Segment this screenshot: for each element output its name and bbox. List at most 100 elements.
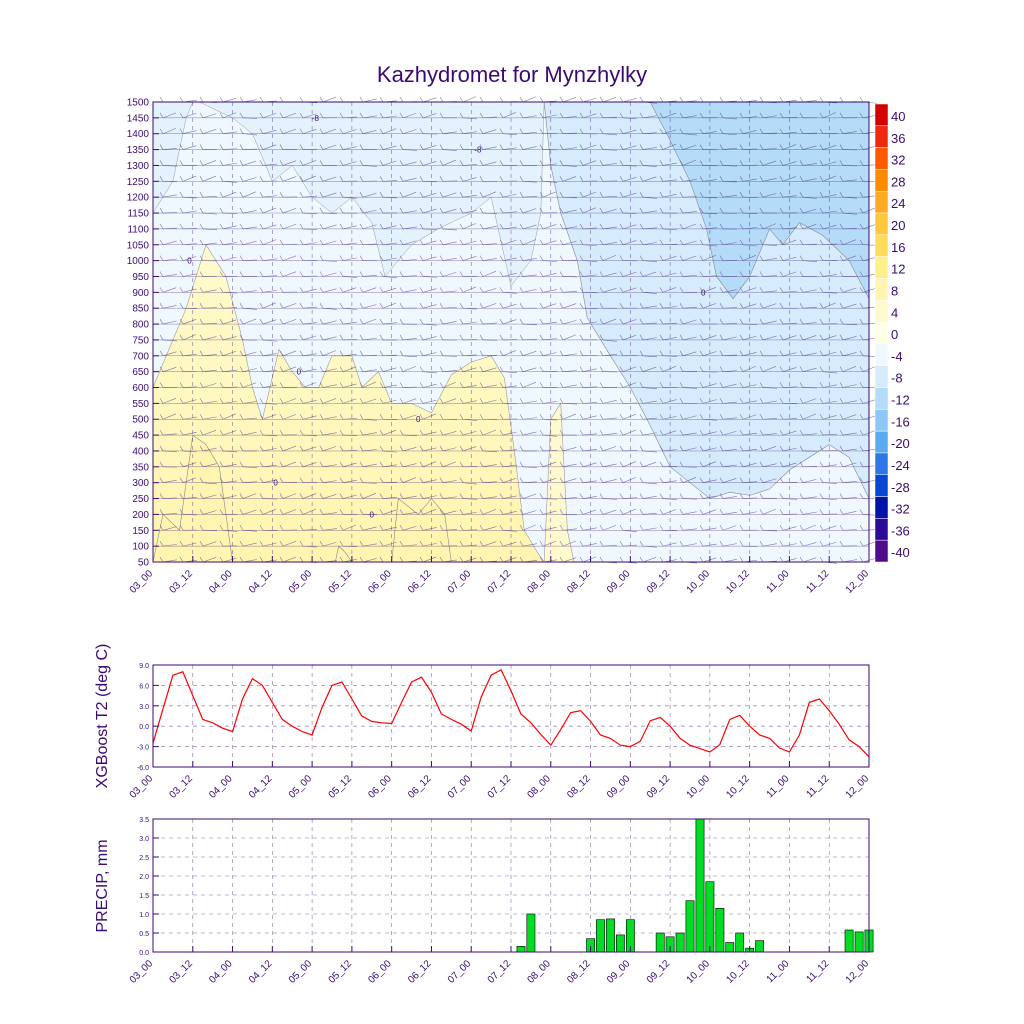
wind-barb-flag xyxy=(319,144,324,150)
wind-barb-flag xyxy=(399,477,404,483)
wind-barb-flag xyxy=(579,112,584,119)
wind-barb xyxy=(762,433,777,436)
wind-barb-flag xyxy=(799,366,804,372)
wind-barb xyxy=(162,497,178,499)
wind-barb xyxy=(182,243,197,246)
wind-barb-flag xyxy=(419,461,424,467)
wind-barb-flag xyxy=(499,112,504,119)
wind-barb-flag xyxy=(419,271,424,277)
wind-barb xyxy=(522,274,537,277)
wind-barb xyxy=(322,144,337,150)
wind-barb xyxy=(602,432,617,436)
wind-barb-flag xyxy=(419,96,424,103)
wind-barb xyxy=(862,273,877,277)
wind-barb xyxy=(302,353,317,357)
wind-barb xyxy=(862,164,877,166)
wind-barb xyxy=(222,480,237,483)
wind-barb-flag xyxy=(279,445,284,452)
colorbar-label: -36 xyxy=(891,523,910,538)
wind-barb xyxy=(702,527,717,531)
wind-barb xyxy=(702,227,717,230)
wind-barb-flag xyxy=(799,128,804,134)
wind-barb-flag xyxy=(599,334,604,341)
colorbar-swatch xyxy=(874,474,889,497)
wind-barb xyxy=(582,415,597,420)
wind-barb xyxy=(722,354,737,357)
wind-barb-flag xyxy=(859,525,864,531)
wind-barb-flag xyxy=(679,525,684,531)
wind-barb-flag xyxy=(659,493,664,499)
wind-barb-flag xyxy=(499,160,504,166)
wind-barb xyxy=(162,240,177,246)
wind-barb xyxy=(322,541,337,547)
precip-xtick-label: 08_00 xyxy=(525,958,553,986)
wind-barb-flag xyxy=(639,271,644,277)
wind-barb-flag xyxy=(759,556,764,563)
wind-barb-flag xyxy=(279,525,284,531)
wind-barb xyxy=(202,354,217,357)
temperature-xtick-label: 09_00 xyxy=(605,773,633,801)
wind-barb-flag xyxy=(179,271,184,277)
wind-barb xyxy=(622,429,637,436)
wind-barb xyxy=(802,352,817,357)
wind-barb-flag xyxy=(499,350,504,356)
wind-barb-flag xyxy=(619,350,624,356)
wind-barb-flag xyxy=(599,429,604,436)
wind-barb-flag xyxy=(439,350,444,356)
wind-barb-flag xyxy=(799,303,804,309)
wind-barb-flag xyxy=(439,96,444,103)
wind-barb-flag xyxy=(459,525,464,531)
wind-barb xyxy=(262,275,277,277)
wind-barb xyxy=(582,274,597,277)
wind-barb xyxy=(202,416,217,420)
wind-barb-flag xyxy=(659,223,664,230)
wind-barb-flag xyxy=(279,556,284,563)
wind-barb xyxy=(722,242,737,246)
wind-barb xyxy=(162,398,177,404)
wind-barb-flag xyxy=(779,414,784,420)
wind-barb-flag xyxy=(259,556,264,563)
wind-barb xyxy=(322,512,337,515)
wind-barb-flag xyxy=(539,540,544,547)
wind-barb xyxy=(162,287,177,293)
wind-barb xyxy=(662,415,677,420)
wind-barb-flag xyxy=(479,112,484,119)
wind-barb xyxy=(662,542,677,547)
wind-barb-flag xyxy=(159,303,164,309)
wind-barb-flag xyxy=(259,192,264,198)
wind-barb xyxy=(302,493,317,499)
wind-barb-flag xyxy=(499,509,504,515)
contour-label: 0 xyxy=(273,479,278,488)
cross-section-ytick-label: 650 xyxy=(132,367,149,378)
wind-barb xyxy=(402,365,417,372)
wind-barb-flag xyxy=(739,287,744,293)
wind-barb xyxy=(282,255,297,261)
wind-barb-flag xyxy=(439,429,444,436)
wind-barb-flag xyxy=(779,207,784,214)
wind-barb-flag xyxy=(259,128,264,134)
wind-barb xyxy=(462,511,477,515)
precip-bar xyxy=(526,913,536,953)
wind-barb xyxy=(222,97,237,103)
wind-barb xyxy=(722,383,737,388)
wind-barb-flag xyxy=(399,144,404,150)
wind-barb xyxy=(382,399,397,404)
wind-barb xyxy=(662,243,678,246)
wind-barb xyxy=(822,224,837,230)
wind-barb xyxy=(202,336,217,341)
wind-barb-flag xyxy=(779,350,784,356)
wind-barb-flag xyxy=(159,350,164,356)
wind-barb xyxy=(602,133,617,136)
wind-barb-flag xyxy=(179,382,184,388)
wind-barb xyxy=(842,196,857,199)
wind-barb-flag xyxy=(599,366,604,372)
wind-barb-flag xyxy=(799,477,804,483)
wind-barb-flag xyxy=(679,239,684,245)
wind-barb-flag xyxy=(719,128,724,134)
wind-barb-flag xyxy=(779,445,784,452)
wind-barb-flag xyxy=(699,414,704,420)
wind-barb xyxy=(382,225,397,230)
wind-barb-flag xyxy=(579,366,584,372)
wind-barb xyxy=(842,131,857,135)
wind-barb xyxy=(682,447,697,452)
